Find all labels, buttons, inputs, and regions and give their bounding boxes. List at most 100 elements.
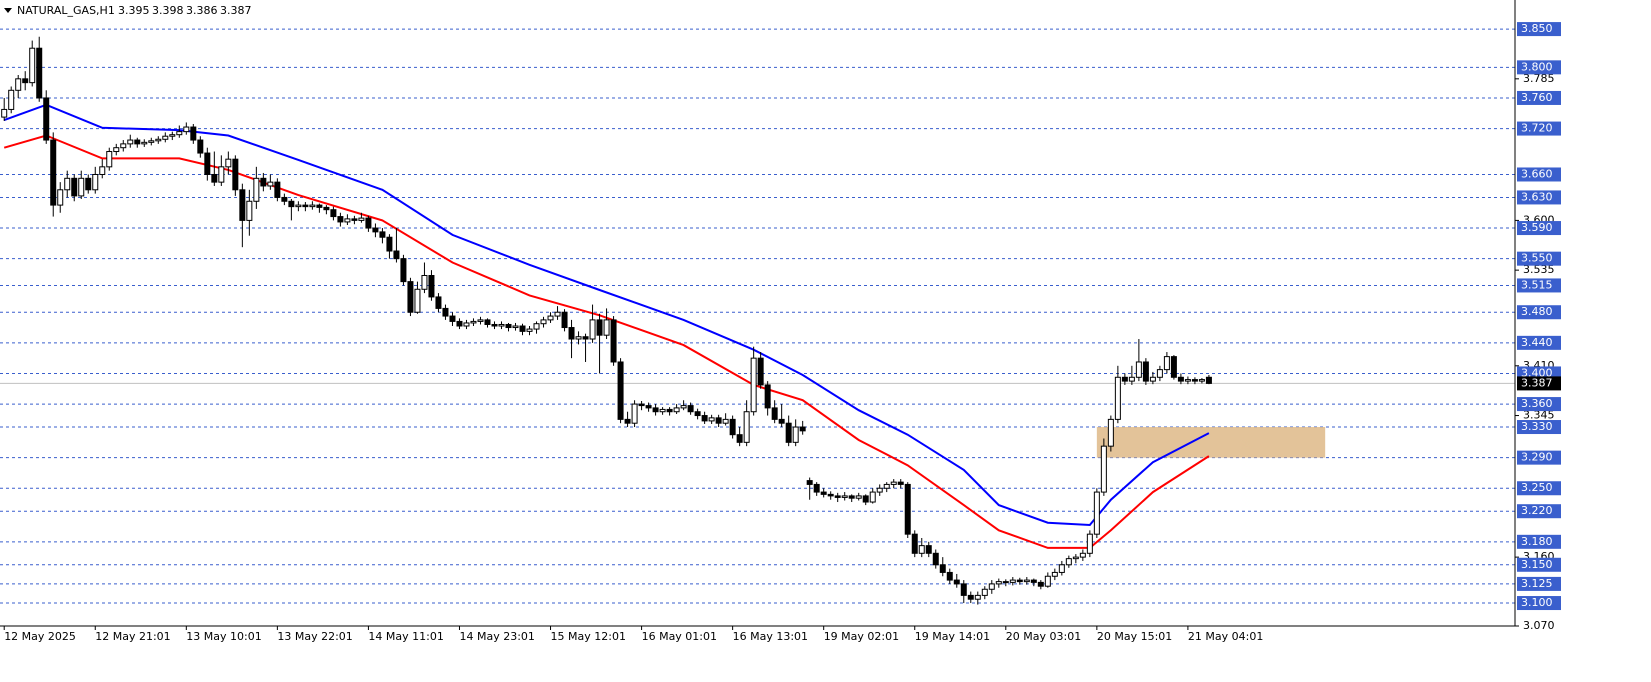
level-label-box (1517, 251, 1561, 266)
candle-body (890, 481, 897, 485)
candle-body (659, 408, 666, 413)
candle-body (155, 138, 162, 142)
candle-body (932, 552, 939, 566)
candle-body (141, 141, 148, 145)
candle-body (834, 495, 841, 498)
y-tick-label: 3.535 (1523, 263, 1555, 276)
candle-body (113, 147, 120, 153)
candle-body (15, 78, 22, 91)
x-tick-label: 14 May 23:01 (459, 630, 534, 643)
x-tick-label: 12 May 21:01 (95, 630, 170, 643)
level-label: 3.850 (1521, 22, 1553, 35)
candle-body (1093, 491, 1100, 535)
level-label: 3.360 (1521, 397, 1553, 410)
candle-body (911, 533, 918, 554)
level-label: 3.330 (1521, 420, 1553, 433)
candle-body (36, 47, 43, 99)
candle-body (239, 189, 246, 221)
candle-body (218, 166, 225, 183)
candle-body (29, 47, 36, 84)
candle-body (652, 407, 659, 413)
candle-body (1128, 376, 1135, 382)
candle-body (1205, 376, 1212, 384)
candle-body (1121, 376, 1128, 382)
candle-body (1016, 579, 1023, 583)
candle-body (736, 434, 743, 443)
candle-body (71, 177, 78, 197)
candle-body (694, 411, 701, 417)
candle-body (1163, 356, 1170, 371)
candle-body (1002, 581, 1009, 584)
candle-body (435, 296, 442, 309)
candle-body (449, 315, 456, 322)
level-label: 3.250 (1521, 481, 1553, 494)
candle-body (176, 131, 183, 136)
candle-body (43, 97, 50, 141)
candle-body (813, 483, 820, 493)
candle-body (624, 418, 631, 424)
candle-body (771, 407, 778, 420)
candle-body (1100, 445, 1107, 493)
level-label-box (1517, 278, 1561, 293)
candle-body (750, 357, 757, 413)
header-close: 3.387 (220, 4, 252, 17)
price-label-box (1517, 376, 1561, 391)
moving-average (3, 134, 1210, 549)
x-tick-label: 13 May 22:01 (277, 630, 352, 643)
level-label: 3.760 (1521, 91, 1553, 104)
candle-body (267, 181, 274, 187)
level-label: 3.720 (1521, 122, 1553, 135)
level-label-box (1517, 557, 1561, 572)
price-label: 3.387 (1521, 376, 1553, 389)
candle-body (330, 209, 337, 218)
candle-body (1198, 379, 1205, 382)
candle-body (722, 418, 729, 424)
x-tick-label: 14 May 11:01 (368, 630, 443, 643)
candle-body (862, 495, 869, 503)
level-label: 3.660 (1521, 167, 1553, 180)
candle-body (806, 480, 813, 485)
candle-body (820, 491, 827, 495)
candle-body (190, 126, 197, 141)
candle-body (617, 361, 624, 420)
candle-body (225, 158, 232, 168)
candle-body (764, 384, 771, 409)
candle-body (365, 217, 372, 229)
candle-body (785, 422, 792, 443)
candle-body (1009, 579, 1016, 583)
candle-body (988, 583, 995, 590)
candle-body (1107, 418, 1114, 447)
x-tick-label: 16 May 13:01 (733, 630, 808, 643)
candle-body (351, 218, 358, 221)
candle-body (631, 403, 638, 424)
candle-body (1044, 575, 1051, 587)
level-label-box (1517, 305, 1561, 320)
candle-body (743, 411, 750, 443)
candle-body (953, 579, 960, 585)
candle-body (687, 405, 694, 413)
candle-body (1072, 556, 1079, 560)
candle-body (715, 417, 722, 424)
level-label-box (1517, 576, 1561, 591)
candle-body (554, 311, 561, 317)
candle-body (589, 319, 596, 340)
level-label: 3.800 (1521, 60, 1553, 73)
level-label: 3.550 (1521, 252, 1553, 265)
candle-body (533, 323, 540, 330)
candle-body (211, 173, 218, 183)
candle-body (876, 487, 883, 493)
header-open: 3.395 (118, 4, 150, 17)
candle-body (1, 108, 8, 118)
candle-body (981, 588, 988, 596)
candle-body (603, 319, 610, 336)
candle-body (288, 200, 295, 208)
level-label-box (1517, 534, 1561, 549)
x-tick-label: 20 May 15:01 (1097, 630, 1172, 643)
candle-body (134, 139, 141, 145)
candle-body (64, 177, 71, 191)
candle-body (680, 405, 687, 409)
x-tick-label: 15 May 12:01 (551, 630, 626, 643)
candle-body (309, 204, 316, 208)
